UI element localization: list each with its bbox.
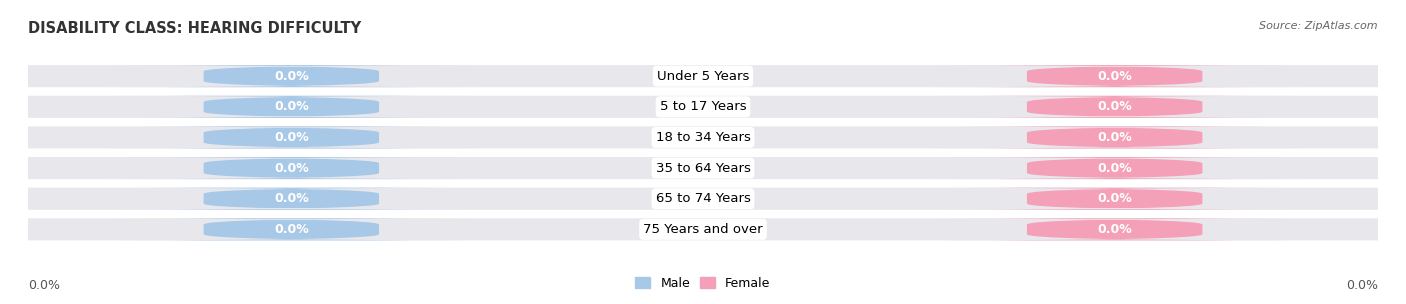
Text: 0.0%: 0.0% [274,70,309,83]
FancyBboxPatch shape [0,126,1406,148]
Text: 0.0%: 0.0% [1097,100,1132,113]
Text: 75 Years and over: 75 Years and over [643,223,763,236]
FancyBboxPatch shape [0,65,1406,87]
FancyBboxPatch shape [107,65,475,87]
FancyBboxPatch shape [931,96,1299,118]
FancyBboxPatch shape [931,157,1299,179]
FancyBboxPatch shape [107,188,475,210]
Text: 0.0%: 0.0% [274,100,309,113]
FancyBboxPatch shape [931,65,1299,87]
Text: 0.0%: 0.0% [274,162,309,174]
Text: DISABILITY CLASS: HEARING DIFFICULTY: DISABILITY CLASS: HEARING DIFFICULTY [28,21,361,36]
Text: 0.0%: 0.0% [1097,223,1132,236]
FancyBboxPatch shape [0,96,1406,118]
Text: 0.0%: 0.0% [28,279,60,292]
FancyBboxPatch shape [0,157,1406,179]
FancyBboxPatch shape [931,218,1299,240]
FancyBboxPatch shape [931,188,1299,210]
FancyBboxPatch shape [107,218,475,240]
Text: 0.0%: 0.0% [1097,131,1132,144]
Text: 0.0%: 0.0% [1097,192,1132,205]
Text: 35 to 64 Years: 35 to 64 Years [655,162,751,174]
FancyBboxPatch shape [931,126,1299,148]
Text: 65 to 74 Years: 65 to 74 Years [655,192,751,205]
Text: 18 to 34 Years: 18 to 34 Years [655,131,751,144]
Text: 0.0%: 0.0% [274,192,309,205]
Text: 0.0%: 0.0% [1097,162,1132,174]
Text: 0.0%: 0.0% [1097,70,1132,83]
FancyBboxPatch shape [107,126,475,148]
Text: 0.0%: 0.0% [1346,279,1378,292]
Text: 0.0%: 0.0% [274,223,309,236]
FancyBboxPatch shape [107,96,475,118]
Text: 5 to 17 Years: 5 to 17 Years [659,100,747,113]
FancyBboxPatch shape [0,218,1406,240]
Text: 0.0%: 0.0% [274,131,309,144]
Text: Source: ZipAtlas.com: Source: ZipAtlas.com [1260,21,1378,31]
Legend: Male, Female: Male, Female [630,272,776,295]
FancyBboxPatch shape [0,188,1406,210]
Text: Under 5 Years: Under 5 Years [657,70,749,83]
FancyBboxPatch shape [107,157,475,179]
